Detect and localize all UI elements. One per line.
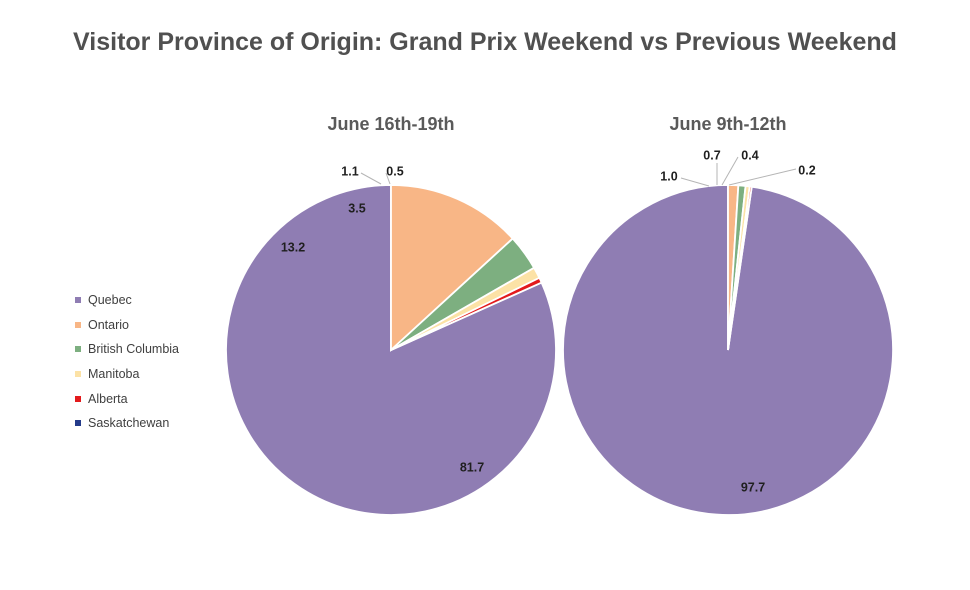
leader-line [721,156,739,186]
legend-label: Quebec [88,293,132,308]
legend-item-quebec: Quebec [75,288,179,313]
legend-item-saskatchewan: Saskatchewan [75,411,179,436]
data-label-quebec: 97.7 [741,480,765,494]
legend-label: Manitoba [88,367,140,382]
data-label-british-columbia: 3.5 [348,201,365,215]
leader-line [360,172,382,185]
legend-swatch [75,395,81,402]
legend-swatch [75,297,81,304]
pie-slice-alberta [727,185,753,351]
leader-line [385,172,391,185]
data-label-manitoba: 0.4 [741,148,758,162]
legend-label: Ontario [88,317,129,332]
data-label-british-columbia: 0.7 [703,148,720,162]
pie-chart-2: June 9th-12th 97.7 1.0 0.7 0.4 0.2 [562,114,894,516]
pie-slice-ontario [390,184,514,353]
data-label-alberta: 0.2 [798,163,815,177]
legend-item-alberta: Alberta [75,386,179,411]
leader-line [680,177,710,187]
leader-line [728,168,797,186]
legend-swatch [75,420,81,427]
legend-label: Alberta [88,391,128,406]
data-label-ontario: 13.2 [281,240,305,254]
data-label-quebec: 81.7 [460,460,484,474]
legend-swatch [75,321,81,328]
pie-title: June 16th-19th [327,114,454,134]
legend: Quebec Ontario British Columbia Manitoba… [75,288,179,436]
legend-swatch [75,346,81,353]
pie-chart-1: June 16th-19th 81.7 13.2 3.5 1.1 0.5 [225,114,557,516]
legend-item-british-columbia: British Columbia [75,337,179,362]
pie-title: June 9th-12th [669,114,786,134]
chart-title: Visitor Province of Origin: Grand Prix W… [73,28,897,56]
legend-label: British Columbia [88,342,180,357]
data-label-alberta: 0.5 [386,164,403,178]
legend-label: Saskatchewan [88,416,170,431]
pie-slice-alberta [390,276,543,351]
legend-item-manitoba: Manitoba [75,362,179,387]
legend-item-ontario: Ontario [75,313,179,338]
data-label-ontario: 1.0 [660,169,677,183]
legend-swatch [75,371,81,378]
data-label-manitoba: 1.1 [341,164,358,178]
